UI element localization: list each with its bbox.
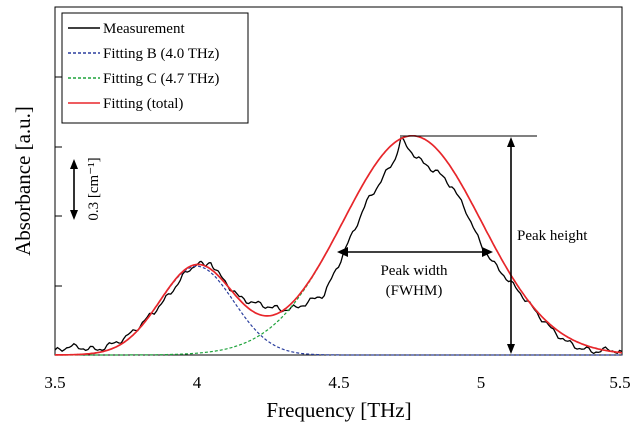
peak-width-arrow-right bbox=[482, 247, 493, 257]
legend-box bbox=[61, 12, 249, 124]
peak-height-label: Peak height bbox=[517, 228, 588, 244]
legend-item-fitting-b: Fitting B (4.0 THz) bbox=[68, 46, 219, 62]
peak-width-arrow-left bbox=[337, 247, 348, 257]
peak-width-sublabel: (FWHM) bbox=[386, 283, 443, 299]
peak-width-label: Peak width bbox=[380, 263, 448, 279]
legend-item-measurement: Measurement bbox=[68, 21, 185, 37]
peak-width-annotation: Peak width (FWHM) bbox=[337, 247, 493, 299]
series-fitting-c-line bbox=[55, 135, 623, 356]
x-tick-label: 5 bbox=[477, 373, 486, 392]
y-axis-ticks bbox=[55, 76, 62, 356]
x-tick-label: 3.5 bbox=[44, 373, 65, 392]
scale-bar: 0.3 [cm⁻¹] bbox=[70, 157, 102, 221]
legend-label: Fitting B (4.0 THz) bbox=[103, 46, 219, 62]
legend-label: Fitting C (4.7 THz) bbox=[103, 71, 219, 87]
scale-bar-arrow-down bbox=[70, 210, 78, 220]
x-tick-label: 5.5 bbox=[609, 373, 630, 392]
y-axis-title: Absorbance [a.u.] bbox=[11, 106, 35, 256]
legend: Measurement Fitting B (4.0 THz) Fitting … bbox=[61, 12, 249, 124]
scale-bar-arrow-up bbox=[70, 159, 78, 169]
x-axis-tick-labels: 3.5 4 4.5 5 5.5 bbox=[44, 373, 630, 392]
legend-label: Fitting (total) bbox=[103, 96, 183, 112]
series-fitting-total-line bbox=[55, 134, 623, 356]
series-fitting-b-line bbox=[55, 265, 622, 356]
legend-item-fitting-c: Fitting C (4.7 THz) bbox=[68, 71, 219, 87]
series-layer bbox=[54, 134, 623, 356]
x-tick-label: 4 bbox=[193, 373, 202, 392]
series-measurement-line bbox=[54, 137, 623, 355]
x-tick-label: 4.5 bbox=[328, 373, 349, 392]
scale-bar-label: 0.3 [cm⁻¹] bbox=[86, 157, 102, 220]
x-axis-title: Frequency [THz] bbox=[266, 398, 411, 422]
legend-item-fitting-total: Fitting (total) bbox=[68, 96, 183, 112]
peak-height-annotation: Peak height bbox=[400, 135, 588, 354]
peak-height-arrow-down bbox=[507, 344, 515, 354]
peak-height-arrow-up bbox=[507, 137, 515, 147]
legend-label: Measurement bbox=[103, 21, 185, 37]
